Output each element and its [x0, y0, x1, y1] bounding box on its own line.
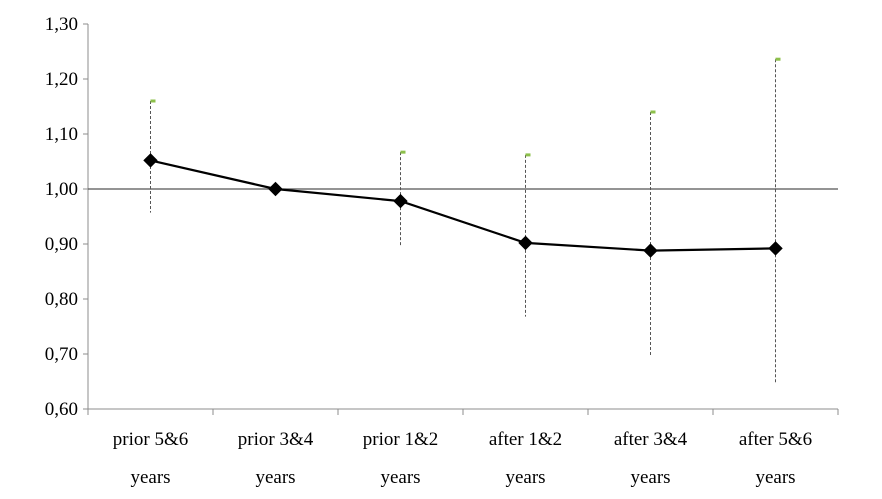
data-point-marker	[268, 181, 283, 197]
y-tick-label: 0,60	[45, 399, 78, 420]
x-category-label: years	[130, 467, 170, 488]
x-category-label: years	[255, 467, 295, 488]
x-category-label: prior 3&4	[238, 429, 314, 450]
y-tick-label: 1,10	[45, 124, 78, 145]
x-category-label: prior 1&2	[363, 429, 438, 450]
data-point-marker	[518, 235, 533, 251]
x-category-label: after 5&6	[739, 429, 812, 450]
x-category-label: after 1&2	[489, 429, 562, 450]
data-point-marker	[643, 243, 658, 258]
x-category-label: years	[630, 467, 670, 488]
y-tick-label: 0,70	[45, 344, 78, 365]
data-point-marker	[768, 241, 783, 256]
x-category-label: years	[380, 467, 420, 488]
x-category-label: years	[505, 467, 545, 488]
data-point-marker	[143, 153, 158, 168]
y-tick-label: 0,90	[45, 234, 78, 255]
data-point-marker	[393, 193, 408, 209]
series-line	[150, 159, 776, 252]
x-category-label: after 3&4	[614, 429, 688, 450]
x-category-label: years	[755, 467, 795, 488]
y-tick-label: 0,80	[45, 289, 78, 310]
y-tick-label: 1,00	[45, 179, 78, 200]
y-tick-label: 1,30	[45, 14, 78, 35]
x-category-label: prior 5&6	[113, 429, 188, 450]
y-tick-label: 1,20	[45, 69, 78, 90]
